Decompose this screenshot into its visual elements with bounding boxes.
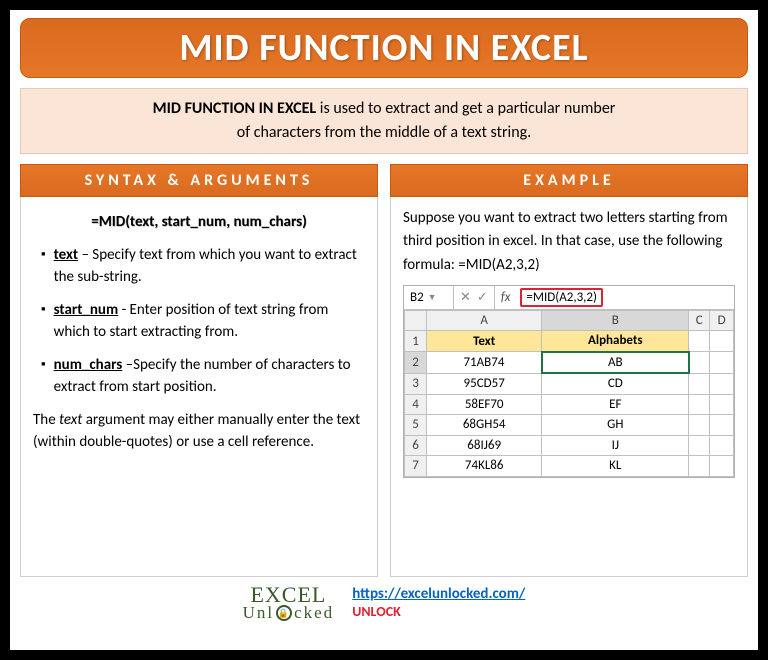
syntax-column: SYNTAX & ARGUMENTS =MID(text, start_num,… — [20, 164, 378, 577]
website-link[interactable]: https://excelunlocked.com/ — [352, 585, 525, 603]
syntax-formula: =MID(text, start_num, num_chars) — [33, 211, 365, 234]
description-text-1: is used to extract and get a particular … — [316, 99, 615, 118]
page-title: MID FUNCTION IN EXCEL — [179, 25, 588, 71]
arg-text: text – Specify text from which you want … — [41, 244, 365, 289]
syntax-body: =MID(text, start_num, num_chars) text – … — [20, 197, 378, 577]
header-text[interactable]: Text — [427, 331, 542, 352]
description-box: MID FUNCTION IN EXCEL is used to extract… — [20, 88, 748, 154]
example-text: Suppose you want to extract two letters … — [403, 207, 735, 277]
selected-cell[interactable]: AB — [542, 352, 689, 374]
unlock-label: UNLOCK — [352, 603, 525, 620]
example-column: EXAMPLE Suppose you want to extract two … — [390, 164, 748, 577]
name-box[interactable]: B2 ▼ — [404, 286, 454, 309]
select-all-cell[interactable] — [405, 310, 427, 331]
syntax-note: The text argument may either manually en… — [33, 409, 365, 454]
excel-screenshot: B2 ▼ ✕ ✓ fx =MID(A2,3,2) A — [403, 285, 735, 478]
table-row: 395CD57CD — [405, 373, 734, 394]
col-c[interactable]: C — [689, 310, 710, 331]
excel-unlocked-logo: EXCEL Unl 🔒 cked — [243, 585, 335, 621]
spreadsheet-grid[interactable]: A B C D 1 Text Alphabets 2 — [404, 310, 734, 477]
cancel-icon[interactable]: ✕ — [460, 288, 471, 308]
enter-icon[interactable]: ✓ — [477, 288, 488, 308]
header-alphabets[interactable]: Alphabets — [542, 331, 689, 352]
col-b[interactable]: B — [542, 310, 689, 331]
column-headers-row: A B C D — [405, 310, 734, 331]
chevron-down-icon[interactable]: ▼ — [424, 291, 441, 305]
title-bar: MID FUNCTION IN EXCEL — [20, 18, 748, 78]
col-d[interactable]: D — [710, 310, 734, 331]
table-row: 1 Text Alphabets — [405, 331, 734, 352]
lock-icon: 🔒 — [276, 605, 292, 621]
table-row: 774KL86KL — [405, 456, 734, 477]
arg-startnum: start_num - Enter position of text strin… — [41, 299, 365, 344]
arg-numchars: num_chars –Specify the number of charact… — [41, 354, 365, 399]
example-body: Suppose you want to extract two letters … — [390, 197, 748, 577]
content-columns: SYNTAX & ARGUMENTS =MID(text, start_num,… — [20, 164, 748, 577]
footer: EXCEL Unl 🔒 cked https://excelunlocked.c… — [20, 585, 748, 621]
formula-bar: B2 ▼ ✕ ✓ fx =MID(A2,3,2) — [404, 286, 734, 310]
formula-bar-icons: ✕ ✓ — [454, 286, 495, 309]
table-row: 458EF70EF — [405, 394, 734, 415]
example-header: EXAMPLE — [390, 164, 748, 197]
syntax-header: SYNTAX & ARGUMENTS — [20, 164, 378, 197]
footer-links: https://excelunlocked.com/ UNLOCK — [352, 585, 525, 620]
col-a[interactable]: A — [427, 310, 542, 331]
fx-icon[interactable]: fx — [495, 288, 517, 308]
table-row: 568GH54GH — [405, 415, 734, 436]
formula-input[interactable]: =MID(A2,3,2) — [516, 288, 734, 308]
argument-list: text – Specify text from which you want … — [33, 244, 365, 399]
description-lead: MID FUNCTION IN EXCEL — [153, 99, 317, 118]
infographic-canvas: MID FUNCTION IN EXCEL MID FUNCTION IN EX… — [10, 10, 758, 650]
description-text-2: of characters from the middle of a text … — [237, 123, 531, 142]
table-row: 2 71AB74 AB — [405, 352, 734, 374]
table-row: 668IJ69IJ — [405, 435, 734, 456]
